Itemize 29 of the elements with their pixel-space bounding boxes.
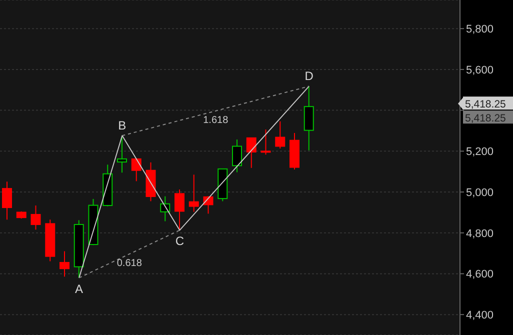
candlestick [131, 158, 142, 182]
y-tick-label: 5,200 [466, 146, 494, 158]
text: 5,418.25 [465, 98, 506, 111]
candlestick [246, 137, 256, 168]
data-label: D [304, 69, 314, 84]
data-label: B [118, 118, 126, 133]
candlestick [117, 135, 127, 174]
line-series [78, 86, 310, 278]
candlestick [60, 250, 70, 278]
candlestick [275, 120, 286, 150]
annotation: 1.618 [203, 114, 229, 126]
data-label: C [175, 234, 184, 248]
y-tick-label: 5,600 [466, 64, 494, 76]
candlestick [232, 139, 242, 173]
text: 5,418.25 [465, 112, 506, 125]
y-tick-label: 4,400 [466, 309, 494, 322]
candlestick [160, 196, 170, 222]
y-tick-label: 4,800 [466, 228, 494, 240]
candlestick [2, 181, 12, 220]
candlestick [174, 189, 184, 231]
y-tick-label: 5,000 [466, 186, 494, 199]
annotation: 0.618 [116, 258, 142, 270]
candlestick [188, 174, 199, 212]
y-tick-label: 5,800 [466, 24, 494, 36]
candlestick [260, 129, 271, 156]
data-label: A [75, 282, 84, 296]
y-tick-label: 4,600 [466, 268, 494, 281]
candlestick [30, 204, 41, 230]
candlestick [304, 86, 314, 151]
